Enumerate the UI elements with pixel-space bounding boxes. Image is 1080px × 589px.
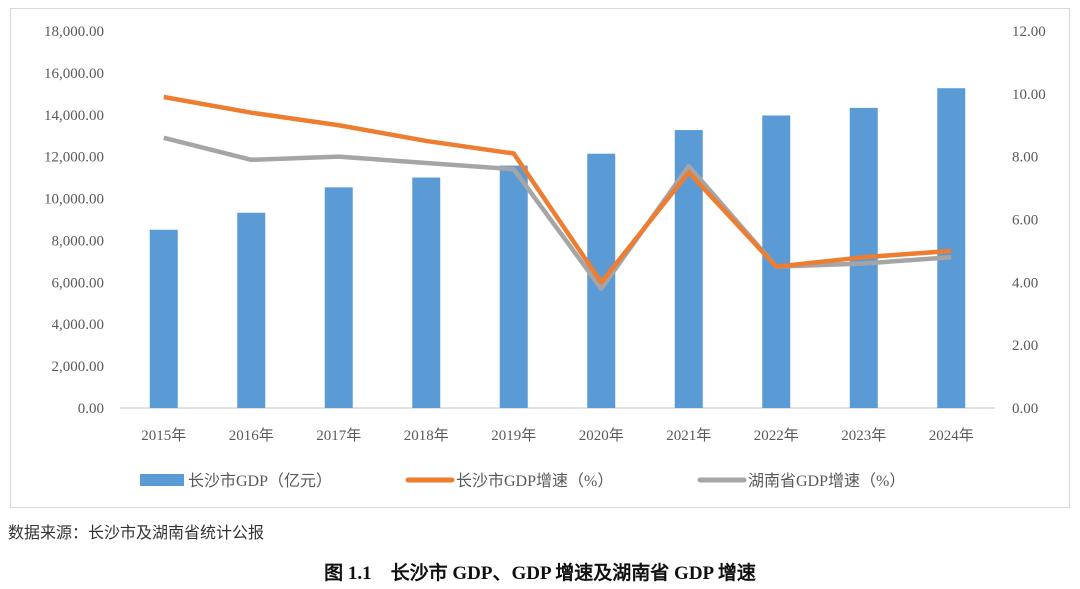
left-tick-label: 6,000.00 xyxy=(52,275,105,291)
data-source: 数据来源：长沙市及湖南省统计公报 xyxy=(8,525,265,542)
combo-chart: 0.00 2,000.00 4,000.00 6,000.00 8,000.00 10,0… xyxy=(44,24,1046,490)
bar xyxy=(149,229,178,408)
left-tick-label: 2,000.00 xyxy=(52,359,105,375)
left-tick-label: 14,000.00 xyxy=(44,108,104,124)
right-tick-label: 2.00 xyxy=(1012,338,1038,354)
left-tick-label: 16,000.00 xyxy=(44,66,104,82)
series-line xyxy=(163,135,952,291)
right-tick-label: 4.00 xyxy=(1012,275,1038,291)
bar xyxy=(937,88,966,409)
left-tick-label: 4,000.00 xyxy=(52,317,105,333)
right-tick-label: 8.00 xyxy=(1012,150,1038,166)
legend-label: 长沙市GDP增速（%） xyxy=(456,472,613,490)
right-tick-label: 10.00 xyxy=(1012,87,1046,103)
x-tick-label: 2018年 xyxy=(404,427,449,444)
right-tick-label: 6.00 xyxy=(1012,213,1038,229)
series-line xyxy=(163,94,952,285)
x-tick-label: 2022年 xyxy=(754,427,799,444)
x-tick-label: 2019年 xyxy=(491,427,536,444)
x-tick-label: 2021年 xyxy=(666,427,711,444)
legend-label: 湖南省GDP增速（%） xyxy=(748,472,905,490)
bar xyxy=(324,187,353,408)
left-tick-label: 12,000.00 xyxy=(44,150,104,166)
x-tick-label: 2024年 xyxy=(929,427,974,444)
legend-swatch xyxy=(140,474,184,486)
right-tick-label: 0.00 xyxy=(1012,401,1038,417)
left-tick-label: 18,000.00 xyxy=(44,24,104,40)
x-tick-label: 2023年 xyxy=(841,427,886,444)
legend-label: 长沙市GDP（亿元） xyxy=(188,472,332,490)
x-tick-label: 2017年 xyxy=(316,427,361,444)
left-tick-label: 8,000.00 xyxy=(52,233,105,249)
figure-caption: 图 1.1 长沙市 GDP、GDP 增速及湖南省 GDP 增速 xyxy=(324,563,756,584)
left-tick-label: 0.00 xyxy=(78,401,104,417)
bar xyxy=(412,177,441,408)
x-tick-label: 2020年 xyxy=(579,427,624,444)
left-tick-label: 10,000.00 xyxy=(44,192,104,208)
right-tick-label: 12.00 xyxy=(1012,24,1046,40)
chart-frame xyxy=(10,8,1070,508)
bar xyxy=(762,115,791,408)
x-tick-label: 2016年 xyxy=(229,427,274,444)
bar xyxy=(499,165,528,408)
x-tick-label: 2015年 xyxy=(141,427,186,444)
bar xyxy=(237,212,266,408)
